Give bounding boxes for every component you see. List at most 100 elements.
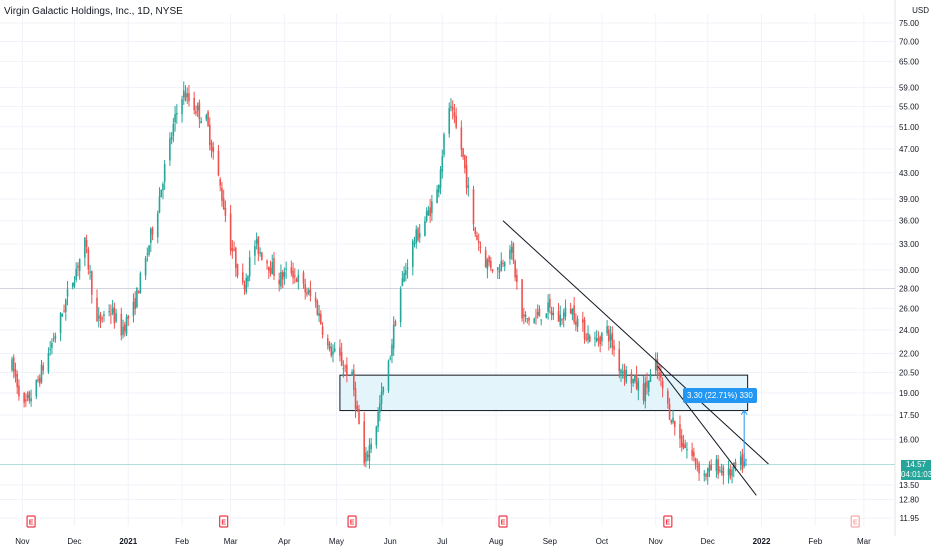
earnings-marker-letter: E	[501, 520, 506, 527]
x-tick-label: Nov	[15, 537, 29, 546]
candle-body	[330, 346, 333, 356]
candle-body	[705, 473, 707, 477]
candle-body	[273, 258, 275, 276]
y-tick-label: 26.00	[899, 304, 920, 313]
candle-body	[550, 311, 553, 316]
candle-body	[64, 299, 67, 312]
candle-body	[127, 315, 130, 319]
candle-body	[684, 444, 686, 449]
candle-body	[658, 372, 660, 375]
candle-body	[472, 189, 475, 225]
candle-body	[642, 383, 645, 401]
x-tick-label: Apr	[278, 537, 291, 546]
candle-body	[247, 276, 249, 282]
candle-body	[465, 164, 468, 189]
candle-body	[375, 426, 378, 446]
candle-body	[488, 256, 490, 263]
candle-body	[259, 252, 261, 254]
earnings-marker-icon	[498, 515, 508, 528]
candle-body	[491, 269, 494, 271]
candle-body	[176, 113, 178, 115]
candle-body	[745, 459, 747, 461]
candle-body	[474, 227, 477, 235]
candle-body	[182, 90, 185, 98]
candle-body	[14, 368, 17, 377]
candle-body	[342, 368, 345, 370]
candle-body	[269, 267, 272, 274]
candle-body	[583, 319, 586, 339]
earnings-marker-icon	[850, 515, 860, 528]
candle-body	[672, 417, 674, 423]
candle-body	[89, 271, 91, 273]
candle-body	[717, 459, 719, 475]
candle-body	[516, 275, 518, 283]
candle-body	[667, 391, 669, 404]
candle-body	[436, 189, 438, 204]
candle-body	[682, 442, 685, 449]
candle-body	[241, 272, 244, 283]
x-tick-label: Dec	[67, 537, 81, 546]
candle-body	[314, 297, 317, 302]
trendline	[502, 220, 769, 465]
candle-body	[346, 364, 348, 376]
candle-body	[715, 459, 718, 471]
candle-body	[484, 250, 487, 268]
candle-body	[406, 267, 409, 270]
candle-body	[132, 301, 135, 317]
candle-body	[392, 324, 395, 349]
candle-body	[318, 313, 320, 317]
candle-body	[302, 272, 305, 284]
candle-body	[306, 292, 308, 295]
candle-body	[696, 466, 699, 468]
candle-body	[526, 318, 529, 320]
candle-body	[75, 268, 77, 280]
y-tick-label: 43.00	[899, 169, 920, 178]
candle-body	[706, 468, 709, 477]
candle-body	[649, 373, 652, 382]
candle-body	[510, 246, 513, 253]
candle-body	[208, 124, 211, 145]
candle-body	[11, 359, 13, 371]
candle-body	[460, 127, 463, 150]
candle-body	[608, 329, 610, 342]
candle-body	[28, 391, 31, 401]
candle-body	[35, 379, 38, 397]
candle-body	[222, 198, 225, 210]
candle-body	[248, 257, 251, 277]
candle-body	[233, 249, 235, 251]
candle-body	[514, 260, 516, 278]
candle-body	[205, 115, 208, 120]
candle-body	[644, 382, 647, 402]
candle-body	[261, 252, 263, 260]
y-tick-label: 16.00	[899, 435, 920, 444]
candle-body	[307, 290, 310, 293]
candle-body	[144, 258, 147, 276]
candle-body	[594, 337, 596, 339]
candle-body	[377, 411, 379, 427]
candle-body	[479, 246, 482, 248]
candle-body	[443, 134, 445, 155]
candle-body	[96, 297, 98, 322]
candle-body	[125, 316, 128, 334]
candle-body	[673, 421, 676, 427]
candle-body	[85, 239, 88, 247]
x-tick-label: Sep	[543, 537, 558, 546]
candle-body	[429, 207, 431, 217]
candle-body	[399, 288, 402, 323]
candle-body	[722, 467, 725, 477]
candle-body	[196, 105, 199, 111]
candle-body	[621, 371, 624, 373]
candle-body	[160, 189, 163, 198]
candle-body	[601, 332, 603, 342]
candle-body	[78, 258, 81, 271]
candle-body	[609, 334, 612, 341]
candle-body	[309, 289, 312, 296]
candle-body	[99, 314, 102, 322]
y-tick-label: 20.50	[899, 368, 920, 377]
candle-body	[635, 374, 638, 389]
candle-body	[340, 352, 343, 366]
candle-body	[292, 270, 294, 278]
y-tick-label: 36.00	[899, 217, 920, 226]
earnings-marker-letter: E	[853, 520, 858, 527]
